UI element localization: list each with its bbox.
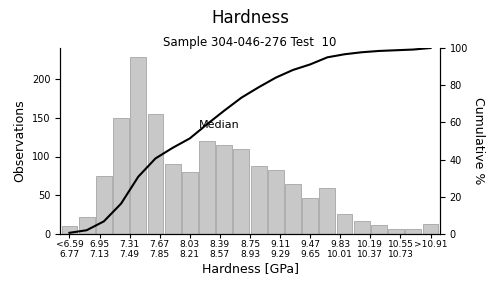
Bar xyxy=(96,176,112,234)
Bar xyxy=(285,184,301,234)
Bar xyxy=(354,221,370,234)
Y-axis label: Cumulative %: Cumulative % xyxy=(472,97,485,185)
Bar xyxy=(130,57,146,234)
Bar xyxy=(268,170,283,234)
X-axis label: Hardness [GPa]: Hardness [GPa] xyxy=(202,262,298,275)
Bar xyxy=(234,149,250,234)
Bar xyxy=(182,172,198,234)
Bar xyxy=(388,229,404,234)
Bar xyxy=(148,114,164,234)
Bar xyxy=(371,226,387,234)
Bar xyxy=(302,198,318,234)
Text: Hardness: Hardness xyxy=(211,9,289,27)
Bar xyxy=(422,224,438,234)
Text: Median: Median xyxy=(198,120,239,130)
Y-axis label: Observations: Observations xyxy=(13,100,26,182)
Bar xyxy=(113,118,129,234)
Bar xyxy=(250,166,266,234)
Bar xyxy=(199,141,215,234)
Bar xyxy=(78,217,94,234)
Text: Sample 304-046-276 Test  10: Sample 304-046-276 Test 10 xyxy=(164,36,336,49)
Bar xyxy=(164,164,180,234)
Bar xyxy=(216,145,232,234)
Bar xyxy=(320,188,336,234)
Bar xyxy=(62,226,78,234)
Bar xyxy=(336,214,352,234)
Bar xyxy=(406,229,421,234)
